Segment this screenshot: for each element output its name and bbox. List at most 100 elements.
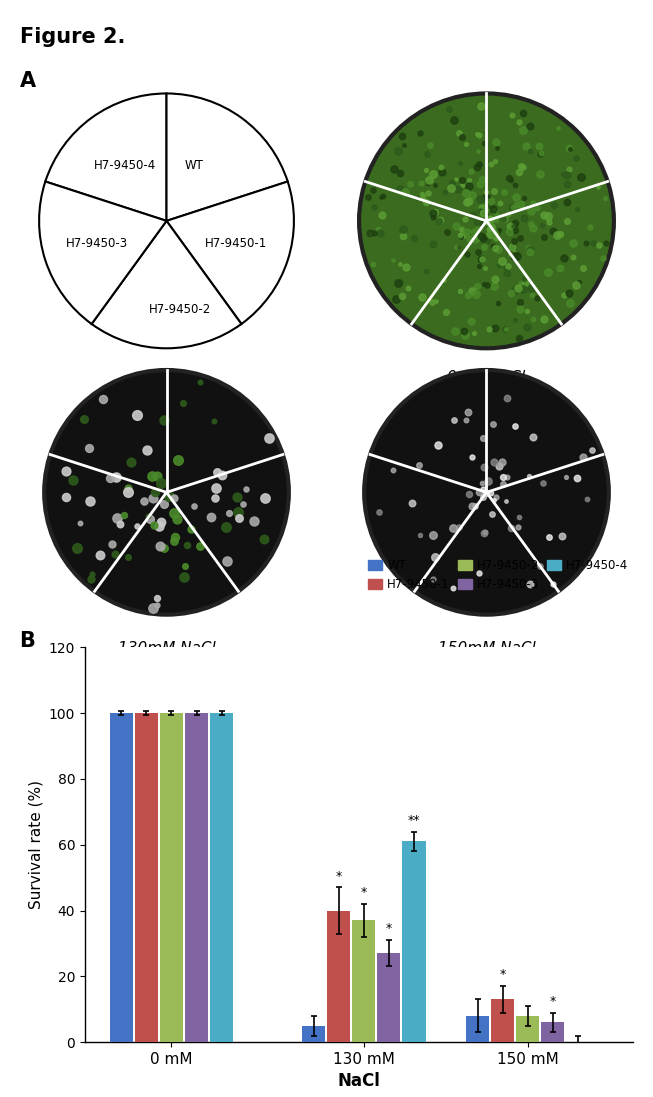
Point xyxy=(453,238,464,256)
Wedge shape xyxy=(45,93,167,220)
Point xyxy=(394,273,405,291)
Point xyxy=(509,312,520,329)
Point xyxy=(398,227,408,245)
Point xyxy=(475,202,486,219)
Point xyxy=(61,462,71,479)
Point xyxy=(534,145,545,162)
Point xyxy=(398,220,408,238)
Point xyxy=(528,310,539,328)
Point xyxy=(139,493,150,510)
Point xyxy=(468,207,479,225)
Bar xyxy=(491,999,514,1042)
Point xyxy=(512,247,522,264)
Point xyxy=(118,507,129,524)
Point xyxy=(488,224,499,241)
Point xyxy=(391,291,402,308)
Point xyxy=(592,179,603,196)
Point xyxy=(479,228,490,246)
Point xyxy=(477,488,488,506)
Point xyxy=(528,219,538,237)
Point xyxy=(539,310,549,328)
Point xyxy=(451,217,462,235)
Point xyxy=(559,249,569,267)
Point xyxy=(168,504,179,521)
Point xyxy=(535,145,546,162)
Point xyxy=(155,475,166,493)
Point xyxy=(395,180,406,197)
Point xyxy=(500,493,511,510)
Point xyxy=(396,287,407,305)
Point xyxy=(522,318,532,336)
Point xyxy=(84,440,94,457)
Point xyxy=(505,217,515,235)
Point xyxy=(189,498,199,516)
Point xyxy=(475,227,486,245)
Point xyxy=(461,193,471,211)
Point xyxy=(481,213,492,230)
Point xyxy=(538,228,549,246)
Point xyxy=(468,206,478,224)
Point xyxy=(526,216,536,234)
Point xyxy=(492,224,502,241)
Point xyxy=(362,189,373,206)
Point xyxy=(562,212,573,229)
Point xyxy=(574,273,584,291)
Point xyxy=(425,136,436,154)
Point xyxy=(488,227,499,245)
Point xyxy=(378,186,389,204)
Point xyxy=(447,174,457,192)
Point xyxy=(515,299,525,317)
Point xyxy=(111,468,121,486)
Point xyxy=(517,280,528,297)
Point xyxy=(480,259,490,276)
Point xyxy=(459,323,470,340)
Point xyxy=(126,453,136,471)
Point xyxy=(143,507,153,524)
Point xyxy=(398,136,409,154)
Point xyxy=(498,476,509,494)
Point xyxy=(182,536,192,554)
Point xyxy=(180,557,191,575)
Point xyxy=(163,487,174,505)
Point xyxy=(492,207,502,225)
Point xyxy=(159,539,169,556)
Point xyxy=(518,271,529,289)
Point xyxy=(473,257,484,274)
Point xyxy=(519,210,530,227)
Point xyxy=(475,191,485,208)
Point xyxy=(477,205,488,223)
Point xyxy=(587,441,597,459)
Point xyxy=(594,236,604,253)
Point xyxy=(477,170,487,188)
Point xyxy=(484,320,494,338)
Point xyxy=(61,488,71,506)
Point xyxy=(481,212,492,229)
Point xyxy=(430,293,441,310)
Point xyxy=(490,229,501,247)
Point xyxy=(486,485,496,502)
Point xyxy=(123,548,133,566)
Point xyxy=(479,459,489,476)
Point xyxy=(416,174,426,192)
Point xyxy=(504,170,515,188)
Point xyxy=(210,489,221,507)
Text: WT: WT xyxy=(185,159,204,172)
Point xyxy=(475,250,486,268)
Point xyxy=(195,538,205,555)
Point xyxy=(543,528,554,545)
Point xyxy=(461,184,471,202)
Point xyxy=(577,449,588,466)
Text: *: * xyxy=(361,886,367,900)
Bar xyxy=(302,1026,325,1042)
Point xyxy=(131,517,142,534)
Point xyxy=(469,224,479,241)
Text: H7-9450-2: H7-9450-2 xyxy=(150,303,212,316)
Point xyxy=(374,504,385,521)
Point xyxy=(511,189,521,206)
Point xyxy=(456,128,467,146)
Point xyxy=(150,483,160,500)
Point xyxy=(503,205,513,223)
Point xyxy=(464,171,475,189)
Point xyxy=(172,451,183,468)
Point xyxy=(400,183,410,201)
